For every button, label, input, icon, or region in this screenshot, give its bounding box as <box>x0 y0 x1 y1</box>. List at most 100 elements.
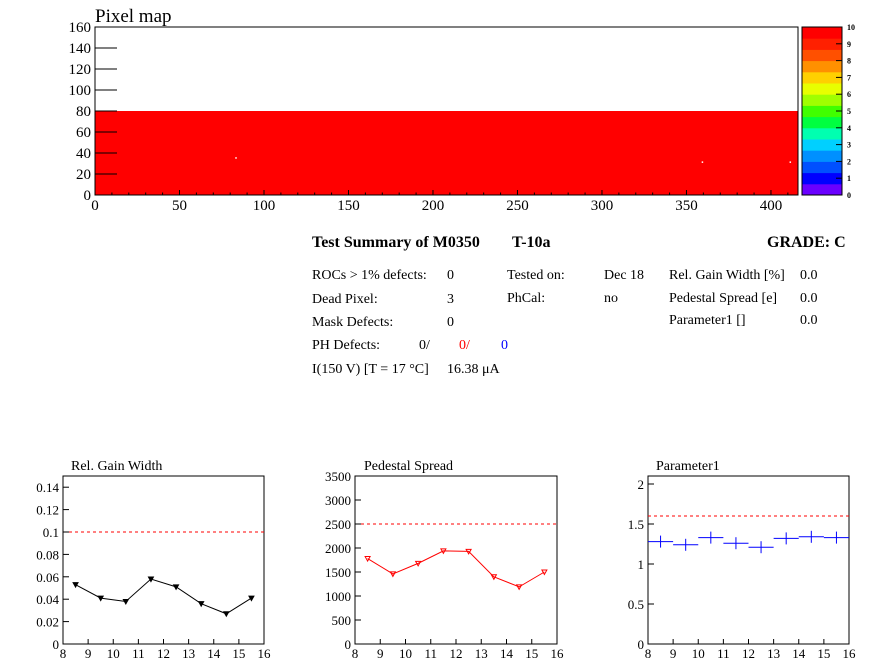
palette-band-12 <box>802 49 842 62</box>
color-palette: 0 1 2 3 4 5 6 7 8 9 10 <box>801 23 855 200</box>
palette-band-7 <box>802 105 842 118</box>
plot-title: Rel. Gain Width <box>71 459 162 474</box>
phcal-label: PhCal: <box>507 291 546 306</box>
mask-defects-value: 0 <box>447 315 454 330</box>
x-tick-label: 8 <box>645 646 652 661</box>
palette-label: 4 <box>847 124 851 133</box>
y-tick-label: 160 <box>69 20 92 36</box>
y-tick-label: 100 <box>69 83 92 99</box>
dead-pixel-value: 3 <box>447 292 454 307</box>
pixel-map-title: Pixel map <box>95 6 172 27</box>
y-tick-label: 0.02 <box>36 615 59 630</box>
current-value: 16.38 μA <box>447 362 500 377</box>
pedestal-spread-plot: Pedestal Spread 8 9 10 11 12 13 14 15 16 0 500 1000 1… <box>325 459 564 661</box>
tested-on-label: Tested on: <box>507 268 565 283</box>
x-tick-label: 13 <box>182 646 195 661</box>
y-tick-label: 0.08 <box>36 547 59 562</box>
palette-band-5 <box>802 127 842 140</box>
x-tick-label: 13 <box>767 646 780 661</box>
y-tick-label: 1.5 <box>628 517 644 532</box>
data-point <box>414 560 422 567</box>
plot-frame <box>354 475 558 645</box>
palette-label: 10 <box>847 23 855 32</box>
palette-band-6 <box>802 116 842 129</box>
data-point <box>147 576 155 583</box>
x-tick-label: 13 <box>475 646 488 661</box>
heatmap-filled-region <box>95 111 798 195</box>
data-point <box>72 582 79 589</box>
palette-label: 3 <box>847 141 851 150</box>
data-point <box>364 556 371 563</box>
ph-defects-value-2: 0/ <box>459 338 470 353</box>
x-tick-label: 10 <box>107 646 120 661</box>
plot-title: Pedestal Spread <box>364 459 453 474</box>
dead-pixel-label: Dead Pixel: <box>312 292 378 307</box>
palette-label: 5 <box>847 107 851 116</box>
summary-title: Test Summary of M0350 <box>312 234 480 251</box>
data-point <box>222 611 230 618</box>
x-tick-label: 12 <box>742 646 755 661</box>
ph-defects-value-3: 0 <box>501 338 508 353</box>
x-tick-label: 0 <box>91 198 99 214</box>
y-tick-label: 500 <box>332 613 352 628</box>
x-tick-label: 16 <box>258 646 272 661</box>
palette-band-10 <box>802 71 842 84</box>
y-tick-label: 60 <box>76 125 91 141</box>
x-tick-label: 15 <box>232 646 245 661</box>
x-tick-label: 16 <box>551 646 565 661</box>
data-point <box>197 601 205 608</box>
x-tick-label: 11 <box>717 646 730 661</box>
y-tick-label: 3000 <box>325 493 351 508</box>
x-tick-label: 300 <box>591 198 614 214</box>
parameter1-label: Parameter1 [] <box>669 313 746 328</box>
y-tick-label: 140 <box>69 41 92 57</box>
palette-label: 7 <box>847 73 851 82</box>
y-tick-label: 2 <box>638 477 645 492</box>
y-tick-label: 0.12 <box>36 503 59 518</box>
y-tick-label: 0.04 <box>36 592 59 607</box>
dead-pixel-1 <box>701 161 704 163</box>
data-point <box>172 584 180 591</box>
palette-band-3 <box>802 150 842 162</box>
y-tick-label: 80 <box>76 104 91 120</box>
data-point <box>541 569 548 576</box>
dead-pixel-0 <box>235 157 237 159</box>
series-line <box>367 550 545 588</box>
y-tick-label: 0.1 <box>43 525 59 540</box>
y-tick-label: 0.14 <box>36 480 59 495</box>
y-tick-label: 0 <box>84 188 92 204</box>
palette-band-9 <box>802 83 842 95</box>
data-point <box>389 571 397 578</box>
palette-label: 8 <box>847 57 851 66</box>
gain-width-label: Rel. Gain Width [%] <box>669 268 785 283</box>
tested-on-value: Dec 18 <box>604 268 645 283</box>
x-tick-label: 10 <box>399 646 412 661</box>
gain-width-plot: Rel. Gain Width 8 9 10 11 12 13 14 15 16 0 0.02 0.04… <box>36 459 271 661</box>
data-point <box>122 598 130 605</box>
gain-width-value: 0.0 <box>800 268 818 283</box>
x-tick-label: 16 <box>843 646 857 661</box>
plot-frame <box>647 475 850 645</box>
palette-band-4 <box>802 139 842 151</box>
data-point <box>248 595 255 602</box>
x-tick-label: 400 <box>760 198 783 214</box>
y-tick-label: 0 <box>638 637 645 652</box>
palette-label: 6 <box>847 90 851 99</box>
x-tick-label: 100 <box>253 198 276 214</box>
test-name: T-10a <box>512 234 551 251</box>
y-tick-label: 0 <box>345 637 352 652</box>
x-tick-label: 8 <box>60 646 67 661</box>
x-tick-label: 10 <box>692 646 705 661</box>
parameter1-value: 0.0 <box>800 313 818 328</box>
ph-defects-value-1: 0/ <box>419 338 430 353</box>
x-tick-label: 9 <box>670 646 677 661</box>
mask-defects-label: Mask Defects: <box>312 315 394 330</box>
x-tick-label: 14 <box>792 646 806 661</box>
y-tick-label: 2000 <box>325 541 351 556</box>
series-line <box>75 578 252 615</box>
x-tick-label: 14 <box>207 646 221 661</box>
palette-label: 1 <box>847 174 851 183</box>
x-tick-label: 9 <box>377 646 384 661</box>
pixel-map: 0 50 100 150 200 250 300 350 4000204060801001201… <box>69 20 799 214</box>
